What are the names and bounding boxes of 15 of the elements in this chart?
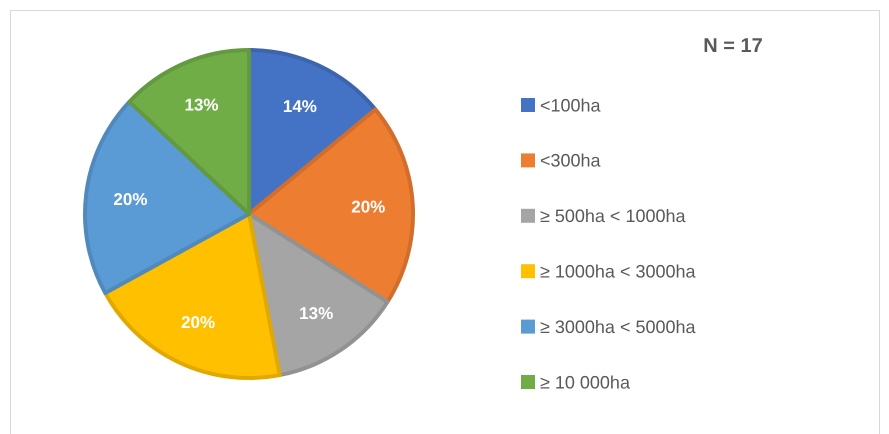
data-label: 20% <box>181 313 216 332</box>
data-label: 13% <box>299 304 334 323</box>
chart-title: N = 17 <box>703 35 763 57</box>
data-label: 14% <box>282 96 317 116</box>
data-label: 13% <box>184 95 219 114</box>
legend-label: ≥ 3000ha < 5000ha <box>540 316 697 337</box>
pie-slice <box>83 100 251 296</box>
legend-label: ≥ 500ha < 1000ha <box>540 206 686 226</box>
data-label: 20% <box>113 190 148 209</box>
data-label: 20% <box>351 197 386 216</box>
legend-label: <100ha <box>540 95 602 116</box>
pie-slice <box>103 212 282 380</box>
legend-label: ≥ 10 000ha <box>540 372 631 392</box>
legend-label: ≥ 1000ha < 3000ha <box>540 262 697 282</box>
legend-label: <300ha <box>540 150 602 171</box>
